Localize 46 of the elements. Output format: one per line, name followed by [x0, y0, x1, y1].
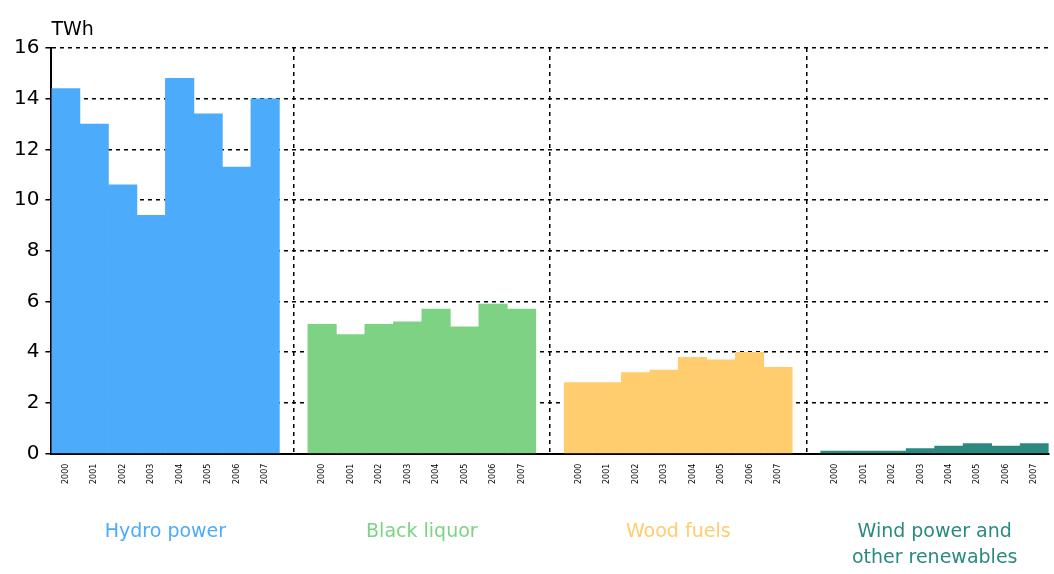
y-axis-title: TWh — [50, 17, 94, 40]
x-tick-label: 2006 — [488, 463, 498, 484]
y-tick-label: 4 — [26, 338, 40, 363]
x-tick-label: 2003 — [915, 463, 925, 484]
x-tick-label: 2005 — [203, 463, 213, 484]
x-tick-label: 2007 — [773, 463, 783, 484]
text: Wood fuels — [625, 518, 731, 541]
x-tick-label: 2007 — [516, 463, 526, 484]
x-tick-label: 2002 — [887, 463, 897, 484]
text: Black liquor — [366, 518, 478, 541]
x-tick-label: 2007 — [260, 463, 270, 484]
x-tick-label: 2006 — [744, 463, 754, 484]
y-tick-label: 8 — [26, 237, 40, 262]
y-tick-label: 6 — [26, 287, 40, 312]
x-tick-label: 2001 — [89, 463, 99, 484]
y-tick-label: 10 — [14, 186, 40, 211]
x-tick-label: 2002 — [630, 463, 640, 484]
x-tick-label: 2001 — [858, 463, 868, 484]
x-tick-label: 2005 — [459, 463, 469, 484]
x-tick-label: 2004 — [944, 463, 953, 484]
x-tick-label: 2002 — [117, 463, 127, 484]
y-tick-label: 12 — [14, 135, 40, 160]
y-tick-label: 14 — [14, 84, 40, 109]
x-tick-label: 2000 — [830, 463, 840, 484]
x-tick-label: 2004 — [431, 463, 441, 484]
x-tick-label: 2004 — [174, 463, 184, 484]
x-tick-label: 2005 — [972, 463, 982, 484]
x-tick-label: 2003 — [659, 463, 669, 484]
x-tick-label: 2005 — [716, 463, 726, 484]
x-tick-label: 2007 — [1029, 463, 1039, 484]
x-tick-label: 2000 — [60, 463, 70, 484]
x-tick-label: 2000 — [317, 463, 327, 484]
y-tick-label: 0 — [26, 439, 40, 464]
text: Hydro power — [104, 518, 227, 541]
x-tick-label: 2002 — [374, 463, 384, 484]
x-tick-label: 2003 — [146, 463, 156, 484]
x-tick-label: 2006 — [1000, 463, 1010, 484]
text: Wind power and other renewables — [851, 518, 1018, 567]
x-tick-label: 2004 — [687, 463, 697, 484]
x-tick-label: 2006 — [231, 463, 241, 484]
x-tick-label: 2001 — [345, 463, 355, 484]
y-tick-label: 16 — [14, 34, 40, 59]
x-tick-label: 2000 — [573, 463, 583, 484]
x-tick-label: 2001 — [602, 463, 612, 484]
y-tick-label: 2 — [26, 389, 40, 414]
x-tick-label: 2003 — [402, 463, 412, 484]
